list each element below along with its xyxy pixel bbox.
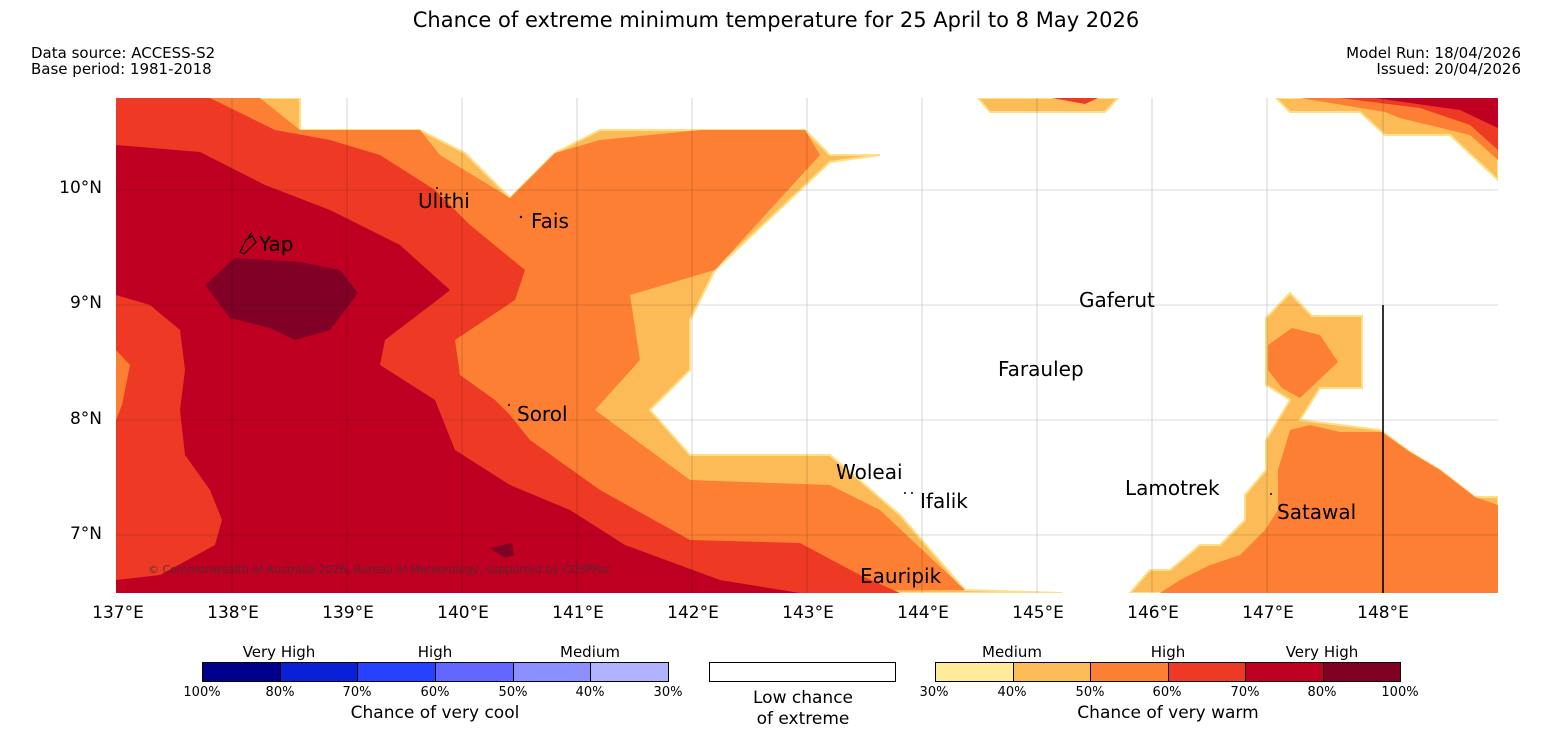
place-label-ulithi: Ulithi bbox=[418, 189, 470, 213]
warm-swatch-60-70 bbox=[1168, 663, 1246, 681]
lon-label-147e: 147°E bbox=[1242, 603, 1294, 623]
warm-tick-2: 50% bbox=[1075, 685, 1105, 700]
place-label-woleai: Woleai bbox=[836, 460, 903, 484]
copyright-notice: © Commonwealth of Australia 2026, Bureau… bbox=[148, 563, 612, 576]
place-label-ifalik: Ifalik bbox=[920, 489, 968, 513]
grid-lines bbox=[116, 98, 1498, 593]
cool-swatch-80-70 bbox=[280, 663, 359, 681]
fais-island-dot bbox=[519, 215, 523, 219]
warm-tick-3: 60% bbox=[1152, 685, 1182, 700]
region-ne-60 bbox=[1340, 98, 1498, 150]
place-label-faraulep: Faraulep bbox=[998, 357, 1084, 381]
cool-tick-6: 30% bbox=[653, 685, 683, 700]
warm-heading-very-high: Very High bbox=[1285, 643, 1359, 661]
meta-right: Model Run: 18/04/2026 Issued: 20/04/2026 bbox=[1346, 45, 1521, 77]
region-east-top-medium bbox=[976, 98, 1120, 113]
cool-color-scale bbox=[202, 662, 669, 682]
probability-regions bbox=[116, 98, 1498, 593]
place-label-fais: Fais bbox=[531, 209, 569, 233]
cool-heading-very-high: Very High bbox=[242, 643, 316, 661]
ifalik-island-dot-2 bbox=[911, 492, 913, 494]
lon-label-138e: 138°E bbox=[207, 603, 259, 623]
yap-island-outline bbox=[239, 231, 257, 255]
cool-tick-5: 40% bbox=[575, 685, 605, 700]
base-period: Base period: 1981-2018 bbox=[31, 60, 212, 78]
region-ne-70 bbox=[1375, 98, 1498, 128]
cool-scale-title: Chance of very cool bbox=[350, 703, 520, 723]
place-label-eauripik: Eauripik bbox=[860, 564, 942, 588]
warm-swatch-50-60 bbox=[1091, 663, 1169, 681]
sorol-island-dot bbox=[508, 404, 510, 406]
neutral-label-line1: Low chance bbox=[753, 688, 853, 708]
lon-label-145e: 145°E bbox=[1012, 603, 1064, 623]
satawal-island-dot bbox=[1270, 493, 1272, 495]
place-label-gaferut: Gaferut bbox=[1079, 288, 1155, 312]
warm-swatch-80-100 bbox=[1323, 663, 1400, 681]
place-label-lamotrek: Lamotrek bbox=[1125, 476, 1220, 500]
cool-swatch-50-40 bbox=[513, 663, 592, 681]
neutral-label-line2: of extreme bbox=[756, 709, 850, 729]
model-run: Model Run: 18/04/2026 bbox=[1346, 44, 1521, 62]
region-80-100 bbox=[205, 258, 358, 340]
cool-tick-0: 100% bbox=[183, 685, 221, 700]
cool-swatch-100-80 bbox=[203, 663, 281, 681]
warm-color-scale bbox=[935, 662, 1401, 682]
warm-tick-5: 80% bbox=[1307, 685, 1337, 700]
warm-swatch-30-40 bbox=[936, 663, 1014, 681]
lon-label-142e: 142°E bbox=[667, 603, 719, 623]
lon-label-139e: 139°E bbox=[322, 603, 374, 623]
warm-heading-high: High bbox=[1150, 643, 1186, 661]
cool-heading-medium: Medium bbox=[560, 643, 620, 661]
lon-label-143e: 143°E bbox=[782, 603, 834, 623]
warm-tick-0: 30% bbox=[919, 685, 949, 700]
ulithi-island-dot bbox=[436, 187, 438, 189]
region-70-80 bbox=[116, 145, 800, 593]
issued-date: Issued: 20/04/2026 bbox=[1376, 60, 1521, 78]
lon-label-137e: 137°E bbox=[92, 603, 144, 623]
meta-left: Data source: ACCESS-S2 Base period: 1981… bbox=[31, 45, 215, 77]
warm-swatch-40-50 bbox=[1013, 663, 1091, 681]
lon-label-146e: 146°E bbox=[1127, 603, 1179, 623]
place-label-sorol: Sorol bbox=[517, 402, 568, 426]
lon-label-144e: 144°E bbox=[897, 603, 949, 623]
place-label-yap: Yap bbox=[259, 232, 294, 256]
lat-label-8n: 8°N bbox=[69, 409, 102, 429]
cool-swatch-70-60 bbox=[358, 663, 437, 681]
warm-tick-1: 40% bbox=[997, 685, 1027, 700]
cool-tick-2: 70% bbox=[342, 685, 372, 700]
cool-tick-1: 80% bbox=[265, 685, 295, 700]
cool-tick-4: 50% bbox=[498, 685, 528, 700]
warm-scale-title: Chance of very warm bbox=[1077, 703, 1259, 723]
lon-label-140e: 140°E bbox=[437, 603, 489, 623]
region-east-top-high bbox=[1052, 98, 1098, 104]
cool-swatch-40-30 bbox=[591, 663, 669, 681]
neutral-swatch bbox=[709, 662, 896, 682]
lat-label-9n: 9°N bbox=[69, 293, 102, 313]
place-label-satawal: Satawal bbox=[1277, 500, 1357, 524]
cool-heading-high: High bbox=[417, 643, 453, 661]
region-se-high-blob bbox=[1268, 328, 1338, 398]
warm-swatch-70-80 bbox=[1246, 663, 1324, 681]
warm-tick-4: 70% bbox=[1230, 685, 1260, 700]
cool-tick-3: 60% bbox=[420, 685, 450, 700]
region-se-high bbox=[1160, 425, 1498, 593]
warm-heading-medium: Medium bbox=[982, 643, 1042, 661]
warm-tick-6: 100% bbox=[1381, 685, 1419, 700]
chart-title: Chance of extreme minimum temperature fo… bbox=[412, 8, 1140, 32]
region-west-edge bbox=[116, 350, 130, 420]
cool-swatch-60-50 bbox=[436, 663, 514, 681]
lat-label-10n: 10°N bbox=[59, 178, 102, 198]
lon-label-141e: 141°E bbox=[552, 603, 604, 623]
region-80-100-small bbox=[490, 543, 514, 558]
forecast-map bbox=[116, 98, 1498, 593]
ifalik-island-dot-1 bbox=[904, 492, 906, 494]
lon-label-148e: 148°E bbox=[1357, 603, 1409, 623]
lat-label-7n: 7°N bbox=[69, 524, 102, 544]
data-source: Data source: ACCESS-S2 bbox=[31, 44, 216, 62]
